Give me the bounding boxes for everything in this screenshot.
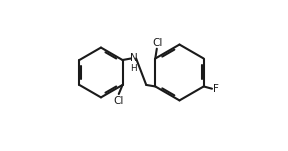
Text: H: H <box>130 64 137 73</box>
Text: Cl: Cl <box>113 96 124 106</box>
Text: N: N <box>130 53 137 63</box>
Text: Cl: Cl <box>152 38 163 48</box>
Text: F: F <box>213 84 219 95</box>
